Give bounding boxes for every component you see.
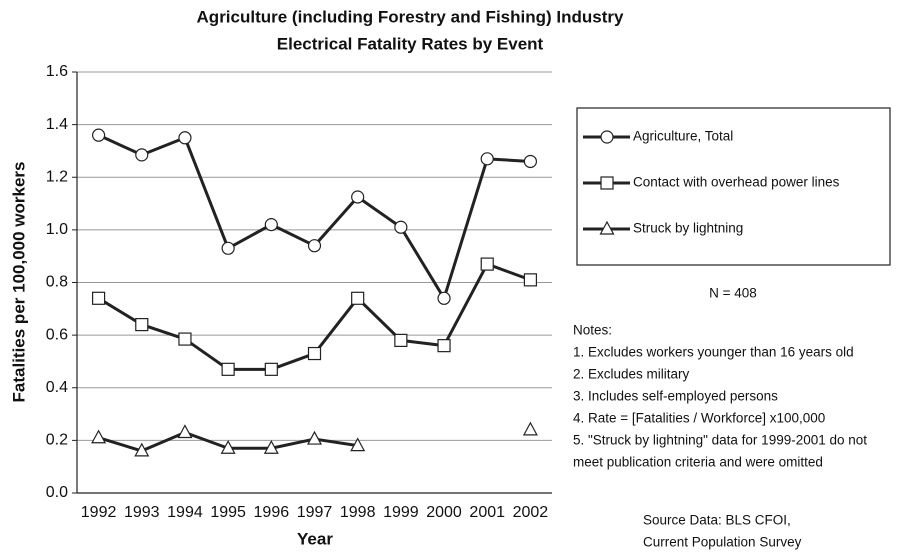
note: 1. Excludes workers younger than 16 year… — [573, 345, 854, 360]
marker — [523, 154, 538, 169]
legend-box — [576, 107, 891, 266]
x-tick-label: 1999 — [383, 504, 419, 521]
marker — [306, 430, 323, 445]
marker — [394, 333, 408, 347]
marker — [307, 346, 322, 361]
y-tick-label: 1.2 — [46, 168, 68, 185]
marker — [599, 220, 615, 235]
marker — [221, 241, 235, 255]
chart-title: Agriculture (including Forestry and Fish… — [197, 7, 624, 26]
note: 3. Includes self-employed persons — [573, 389, 778, 404]
y-tick-label: 0.4 — [46, 379, 68, 396]
y-axis-label: Fatalities per 100,000 workers — [9, 162, 28, 403]
x-axis-label: Year — [297, 529, 333, 548]
marker — [135, 318, 149, 332]
note: meet publication criteria and were omitt… — [573, 455, 823, 470]
legend-label: Contact with overhead power lines — [633, 175, 840, 190]
note: 4. Rate = [Fatalities / Workforce] x100,… — [573, 411, 825, 426]
x-tick-label: 1997 — [297, 504, 333, 521]
x-tick-label: 2000 — [426, 504, 462, 521]
x-tick-label: 2002 — [513, 504, 549, 521]
y-tick-label: 0.0 — [46, 484, 68, 501]
marker — [177, 424, 193, 439]
note: 2. Excludes military — [573, 367, 690, 382]
marker — [91, 429, 107, 444]
annotation: N = 408 — [709, 286, 757, 301]
marker — [264, 362, 278, 376]
x-tick-label: 2001 — [469, 504, 505, 521]
series-line — [97, 133, 531, 300]
marker — [394, 220, 408, 234]
note: 5. "Struck by lightning" data for 1999-2… — [573, 433, 867, 448]
marker — [600, 176, 614, 190]
y-tick-label: 1.0 — [46, 221, 68, 238]
x-tick-label: 1994 — [167, 504, 203, 521]
y-tick-label: 1.4 — [46, 116, 68, 133]
marker — [134, 442, 150, 457]
x-tick-label: 1993 — [124, 504, 160, 521]
marker — [480, 152, 494, 166]
marker — [351, 190, 365, 204]
chart-subtitle: Electrical Fatality Rates by Event — [277, 34, 544, 53]
marker — [263, 440, 279, 454]
x-tick-label: 1996 — [254, 504, 290, 521]
marker — [437, 339, 451, 353]
marker — [178, 332, 192, 346]
x-tick-label: 1998 — [340, 504, 376, 521]
marker — [480, 257, 494, 271]
x-tick-label: 1995 — [210, 504, 246, 521]
marker — [135, 148, 149, 162]
y-tick-label: 1.6 — [46, 63, 68, 80]
marker — [91, 291, 106, 305]
y-tick-label: 0.8 — [46, 274, 68, 291]
marker — [350, 437, 366, 452]
legend-label: Struck by lightning — [633, 221, 743, 236]
marker — [307, 239, 322, 253]
marker — [351, 291, 365, 305]
y-tick-label: 0.2 — [46, 432, 68, 449]
source: Current Population Survey — [643, 535, 802, 550]
marker — [600, 130, 614, 144]
source: Source Data: BLS CFOI, — [643, 513, 791, 528]
y-tick-label: 0.6 — [46, 326, 68, 343]
marker — [264, 218, 278, 232]
marker — [522, 421, 538, 436]
marker — [221, 362, 235, 376]
marker — [178, 131, 192, 145]
marker — [523, 273, 538, 287]
x-tick-label: 1992 — [81, 504, 117, 521]
note: Notes: — [573, 323, 612, 338]
marker — [220, 440, 236, 454]
marker — [91, 128, 106, 142]
marker — [437, 291, 451, 305]
legend-label: Agriculture, Total — [633, 129, 733, 144]
